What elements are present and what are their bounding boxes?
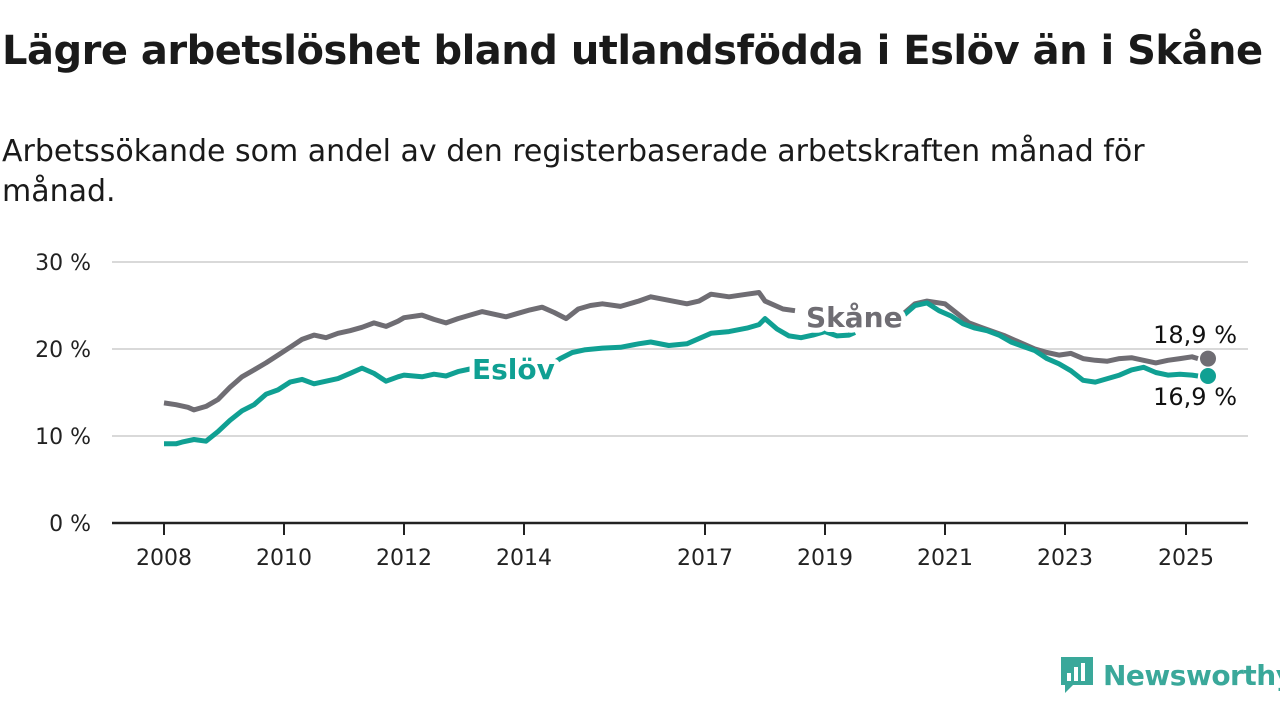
series-lines — [163, 290, 1216, 447]
newsworthy-logo: Newsworthy — [1059, 654, 1280, 696]
x-tick-label: 2014 — [496, 546, 552, 571]
y-axis-ticks: 0 % 10 % 20 % 30 % — [35, 251, 91, 537]
eslov-line — [164, 364, 477, 447]
x-tick-label: 2010 — [256, 546, 312, 571]
x-tick-label: 2012 — [376, 546, 432, 571]
skane-line-right — [901, 298, 1199, 366]
newsworthy-logo-icon — [1061, 657, 1093, 693]
x-tick-label: 2017 — [677, 546, 733, 571]
eslov-end-label: 16,9 % — [1153, 383, 1237, 411]
skane-line — [163, 290, 796, 413]
skane-series-label: Skåne — [806, 301, 903, 334]
x-tick-label: 2019 — [797, 546, 853, 571]
chart-title: Lägre arbetslöshet bland utlandsfödda i … — [2, 28, 1263, 74]
x-axis: 2008 2010 2012 2014 2017 2019 2021 2023 2025 — [112, 521, 1248, 571]
gridlines — [112, 261, 1248, 437]
x-tick-label: 2008 — [136, 546, 192, 571]
skane-end-marker — [1200, 350, 1216, 367]
eslov-end-marker — [1200, 367, 1216, 384]
x-tick-label: 2021 — [917, 546, 973, 571]
skane-end-label: 18,9 % — [1153, 321, 1237, 349]
y-tick-label: 0 % — [49, 512, 91, 537]
y-tick-label: 20 % — [35, 338, 91, 363]
eslov-series-label: Eslöv — [472, 353, 555, 386]
x-tick-label: 2025 — [1158, 546, 1214, 571]
chart-subtitle: Arbetssökande som andel av den registerb… — [2, 134, 1145, 209]
newsworthy-logo-text: Newsworthy — [1103, 658, 1280, 692]
line-chart: 0 % 10 % 20 % 30 % 2008 2010 2012 2014 2017 2019… — [35, 251, 1248, 571]
eslov-line-mid — [546, 316, 856, 369]
series-labels: Skåne Eslöv 18,9 % 16,9 % — [467, 296, 1237, 411]
y-tick-label: 10 % — [35, 425, 91, 450]
y-tick-label: 30 % — [35, 251, 91, 276]
eslov-line-right — [901, 300, 1199, 385]
x-tick-label: 2023 — [1037, 546, 1093, 571]
